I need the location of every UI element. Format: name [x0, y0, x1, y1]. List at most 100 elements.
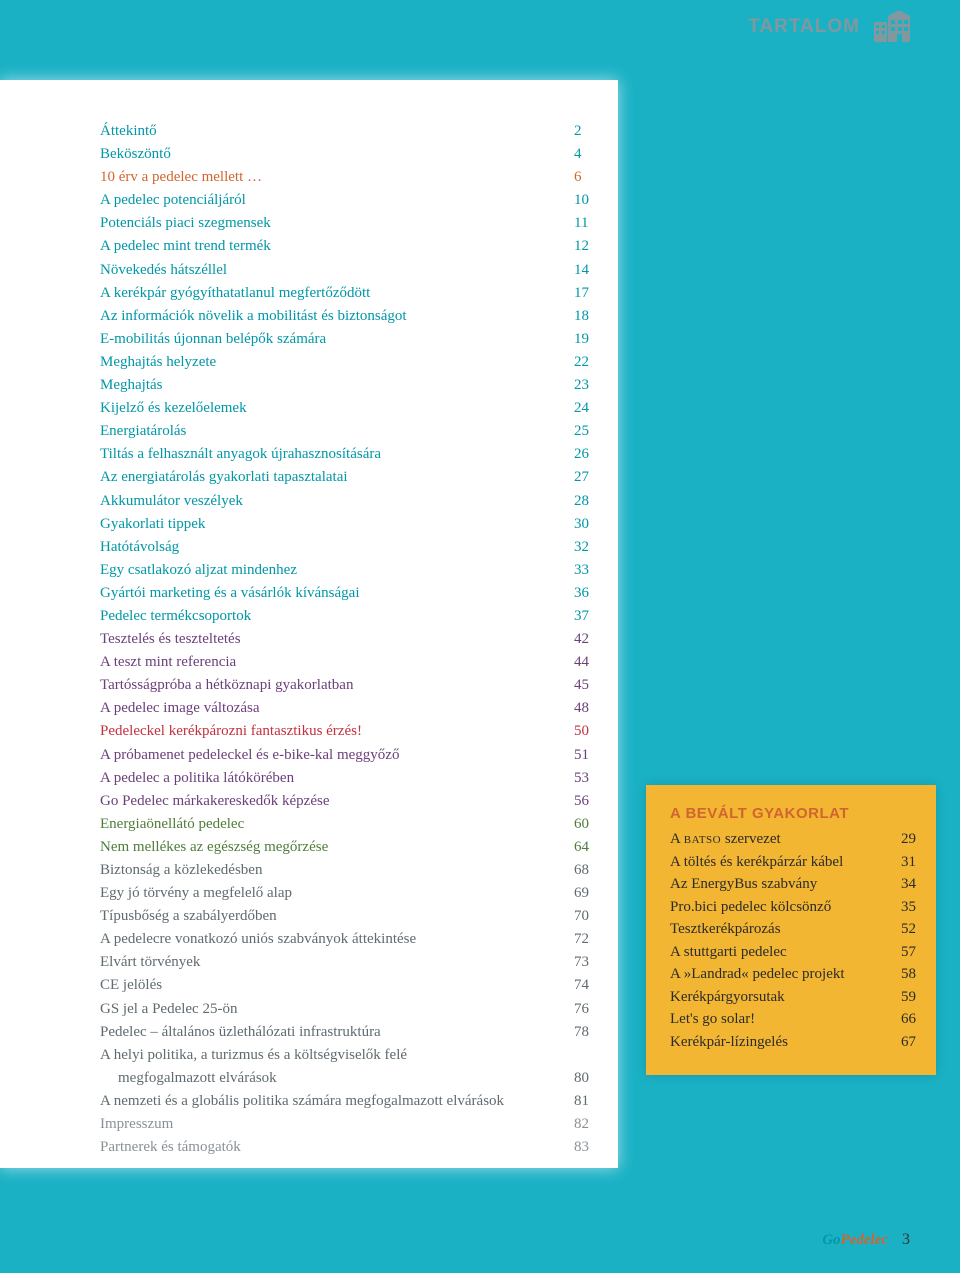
toc-page-number: 51: [574, 744, 600, 767]
toc-row[interactable]: Az információk növelik a mobilitást és b…: [100, 305, 600, 328]
toc-page-number: 2: [574, 120, 600, 143]
toc-row[interactable]: Energiatárolás25: [100, 420, 600, 443]
toc-row[interactable]: Biztonság a közlekedésben68: [100, 859, 600, 882]
toc-row[interactable]: Hatótávolság32: [100, 536, 600, 559]
toc-page-number: 32: [574, 536, 600, 559]
toc-row[interactable]: A kerékpár gyógyíthatatlanul megfertőződ…: [100, 282, 600, 305]
toc-page-number: 80: [574, 1067, 600, 1090]
sidebar-row[interactable]: A »Landrad« pedelec projekt58: [670, 963, 916, 986]
toc-page-number: 26: [574, 443, 600, 466]
toc-row[interactable]: Nem mellékes az egészség megőrzése64: [100, 836, 600, 859]
sidebar-row[interactable]: Let's go solar!66: [670, 1008, 916, 1031]
toc-page-number: 14: [574, 259, 600, 282]
toc-row[interactable]: Gyártói marketing és a vásárlók kívánság…: [100, 582, 600, 605]
toc-title: A pedelec a politika látókörében: [100, 767, 574, 790]
toc-row[interactable]: Egy csatlakozó aljzat mindenhez33: [100, 559, 600, 582]
sidebar-item-title: Az EnergyBus szabvány: [670, 873, 892, 896]
toc-title: Tartósságpróba a hétköznapi gyakorlatban: [100, 674, 574, 697]
toc-title: A pedelecre vonatkozó uniós szabványok á…: [100, 928, 574, 951]
toc-row[interactable]: A pedelecre vonatkozó uniós szabványok á…: [100, 928, 600, 951]
toc-row[interactable]: Partnerek és támogatók83: [100, 1136, 600, 1159]
toc-row[interactable]: Pedelec – általános üzlethálózati infras…: [100, 1021, 600, 1044]
toc-row[interactable]: Pedelec termékcsoportok37: [100, 605, 600, 628]
toc-page-number: 69: [574, 882, 600, 905]
toc-page-number: 82: [574, 1113, 600, 1136]
toc-page-number: 18: [574, 305, 600, 328]
toc-row[interactable]: Az energiatárolás gyakorlati tapasztalat…: [100, 466, 600, 489]
footer-brand: GoPedelec: [822, 1232, 888, 1249]
toc-title: A kerékpár gyógyíthatatlanul megfertőződ…: [100, 282, 574, 305]
toc-row[interactable]: Meghajtás23: [100, 374, 600, 397]
toc-row[interactable]: Áttekintő2: [100, 120, 600, 143]
toc-row[interactable]: Típusbőség a szabályerdőben70: [100, 905, 600, 928]
toc-row[interactable]: Potenciáls piaci szegmensek11: [100, 212, 600, 235]
toc-title: E-mobilitás újonnan belépők számára: [100, 328, 574, 351]
sidebar-item-title: Let's go solar!: [670, 1008, 892, 1031]
sidebar-item-page: 59: [892, 986, 916, 1009]
sidebar-row[interactable]: Pro.bici pedelec kölcsönző35: [670, 896, 916, 919]
sidebar-row[interactable]: A stuttgarti pedelec57: [670, 941, 916, 964]
toc-title: A nemzeti és a globális politika számára…: [100, 1090, 574, 1113]
toc-row[interactable]: Gyakorlati tippek30: [100, 513, 600, 536]
toc-page-number: 53: [574, 767, 600, 790]
toc-page-number: 76: [574, 998, 600, 1021]
toc-row[interactable]: Meghajtás helyzete22: [100, 351, 600, 374]
sidebar-item-title: A stuttgarti pedelec: [670, 941, 892, 964]
toc-title: 10 érv a pedelec mellett …: [100, 166, 574, 189]
toc-title: Pedelec termékcsoportok: [100, 605, 574, 628]
toc-row[interactable]: A nemzeti és a globális politika számára…: [100, 1090, 600, 1113]
toc-row[interactable]: CE jelölés74: [100, 974, 600, 997]
toc-title: Nem mellékes az egészség megőrzése: [100, 836, 574, 859]
toc-row[interactable]: A pedelec potenciáljáról10: [100, 189, 600, 212]
toc-row[interactable]: Tiltás a felhasznált anyagok újrahasznos…: [100, 443, 600, 466]
toc-row[interactable]: Pedeleckel kerékpározni fantasztikus érz…: [100, 720, 600, 743]
toc-page-number: 50: [574, 720, 600, 743]
toc-row[interactable]: Elvárt törvények73: [100, 951, 600, 974]
sidebar-row[interactable]: A batso szervezet29: [670, 828, 916, 851]
sidebar-row[interactable]: A töltés és kerékpárzár kábel31: [670, 851, 916, 874]
toc-row[interactable]: 10 érv a pedelec mellett …6: [100, 166, 600, 189]
sidebar-item-page: 35: [892, 896, 916, 919]
toc-title: Egy csatlakozó aljzat mindenhez: [100, 559, 574, 582]
toc-page-number: 37: [574, 605, 600, 628]
toc-row[interactable]: A teszt mint referencia44: [100, 651, 600, 674]
toc-row[interactable]: Tartósságpróba a hétköznapi gyakorlatban…: [100, 674, 600, 697]
toc-title: A helyi politika, a turizmus és a költsé…: [100, 1044, 574, 1067]
toc-page-number: 27: [574, 466, 600, 489]
sidebar-row[interactable]: Tesztkerékpározás52: [670, 918, 916, 941]
toc-page-number: 28: [574, 490, 600, 513]
toc-row[interactable]: megfogalmazott elvárások80: [100, 1067, 600, 1090]
toc-row[interactable]: Egy jó törvény a megfelelő alap69: [100, 882, 600, 905]
toc-row[interactable]: Akkumulátor veszélyek28: [100, 490, 600, 513]
toc-row[interactable]: Növekedés hátszéllel14: [100, 259, 600, 282]
toc-row[interactable]: A pedelec mint trend termék12: [100, 235, 600, 258]
sidebar-row[interactable]: Kerékpárgyorsutak59: [670, 986, 916, 1009]
toc-row[interactable]: Energiaönellátó pedelec60: [100, 813, 600, 836]
toc-row[interactable]: GS jel a Pedelec 25-ön76: [100, 998, 600, 1021]
toc-row[interactable]: A pedelec image változása48: [100, 697, 600, 720]
toc-row[interactable]: Go Pedelec márkakereskedők képzése56: [100, 790, 600, 813]
sidebar-row[interactable]: Az EnergyBus szabvány34: [670, 873, 916, 896]
toc-page-number: [574, 1044, 600, 1067]
toc-title: A próbamenet pedeleckel és e-bike-kal me…: [100, 744, 574, 767]
sidebar-item-title: A batso szervezet: [670, 828, 892, 851]
toc-row[interactable]: A pedelec a politika látókörében53: [100, 767, 600, 790]
sidebar-list: A batso szervezet29A töltés és kerékpárz…: [670, 828, 916, 1053]
toc-row[interactable]: E-mobilitás újonnan belépők számára19: [100, 328, 600, 351]
sidebar-item-page: 29: [892, 828, 916, 851]
toc-row[interactable]: Tesztelés és teszteltetés42: [100, 628, 600, 651]
sidebar-row[interactable]: Kerékpár-lízingelés67: [670, 1031, 916, 1054]
toc-title: megfogalmazott elvárások: [100, 1067, 574, 1090]
toc-page-number: 70: [574, 905, 600, 928]
sidebar-title: A BEVÁLT GYAKORLAT: [670, 805, 916, 822]
toc-title: Biztonság a közlekedésben: [100, 859, 574, 882]
toc-row[interactable]: Impresszum82: [100, 1113, 600, 1136]
sidebar-item-page: 57: [892, 941, 916, 964]
toc-row[interactable]: A helyi politika, a turizmus és a költsé…: [100, 1044, 600, 1067]
toc-page-number: 74: [574, 974, 600, 997]
toc-row[interactable]: Beköszöntő4: [100, 143, 600, 166]
sidebar-item-page: 66: [892, 1008, 916, 1031]
toc-row[interactable]: A próbamenet pedeleckel és e-bike-kal me…: [100, 744, 600, 767]
sidebar-item-page: 31: [892, 851, 916, 874]
toc-row[interactable]: Kijelző és kezelőelemek24: [100, 397, 600, 420]
